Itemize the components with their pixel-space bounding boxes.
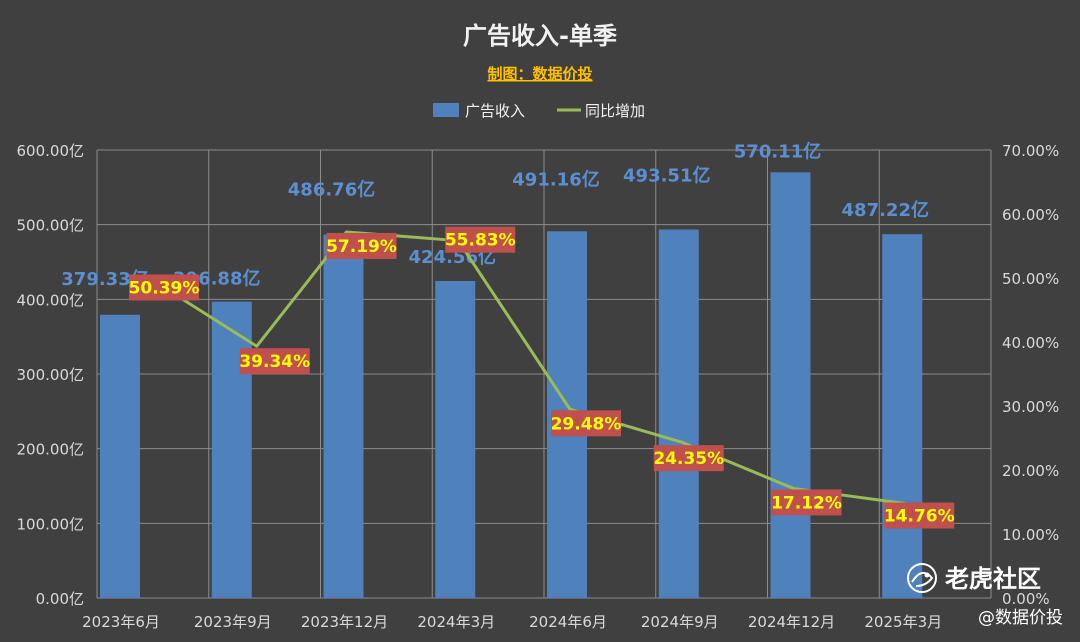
- line-value-box: [771, 489, 842, 516]
- x-tick-label: 2024年6月: [529, 613, 607, 631]
- bar: [211, 301, 252, 598]
- left-tick-label: 400.00亿: [17, 291, 85, 309]
- bar: [770, 172, 811, 598]
- line-value-label: 24.35%: [653, 449, 724, 469]
- bar-value-label: 493.51亿: [623, 165, 710, 187]
- bar: [100, 314, 140, 598]
- line-value-label: 29.48%: [551, 414, 622, 434]
- right-tick-label: 60.00%: [1002, 206, 1059, 224]
- right-tick-label: 10.00%: [1002, 526, 1059, 544]
- left-tick-label: 200.00亿: [17, 441, 85, 459]
- line-value-box: [326, 232, 397, 259]
- right-tick-label: 30.00%: [1002, 398, 1059, 416]
- series-line: [144, 230, 906, 506]
- legend-label-bar: 广告收入: [465, 102, 525, 120]
- left-tick-label: 100.00亿: [17, 515, 85, 533]
- tiger-community-logo-icon: [907, 563, 937, 593]
- bar-series: [100, 172, 923, 599]
- line-value-label: 55.83%: [445, 231, 516, 251]
- bar-value-label: 487.22亿: [842, 199, 929, 221]
- line-value-label: 57.19%: [326, 237, 397, 257]
- bar-value-label: 491.16亿: [512, 168, 599, 190]
- bar: [882, 234, 923, 599]
- watermark-brand: 老虎社区: [945, 565, 1041, 593]
- line-value-box: [129, 274, 199, 301]
- right-tick-label: 50.00%: [1002, 270, 1059, 288]
- bar-value-label: 570.11亿: [734, 140, 821, 162]
- bar: [658, 229, 699, 599]
- left-axis-ticks: 0.00亿 100.00亿 200.00亿 300.00亿 400.00亿 500.00亿…: [17, 142, 85, 608]
- bar: [323, 234, 364, 598]
- left-tick-label: 300.00亿: [17, 366, 85, 384]
- right-tick-label: 20.00%: [1002, 462, 1059, 480]
- line-value-box: [239, 348, 310, 375]
- right-axis-ticks: 0.00% 10.00% 20.00% 30.00% 40.00% 50.00% 60.00…: [1002, 142, 1059, 608]
- x-tick-label: 2024年12月: [748, 613, 835, 631]
- legend: 广告收入 同比增加: [433, 102, 645, 120]
- left-tick-label: 0.00亿: [36, 590, 84, 608]
- watermark-author: @数据价投: [978, 608, 1063, 628]
- right-tick-label: 70.00%: [1002, 142, 1059, 160]
- x-tick-label: 2023年12月: [301, 613, 388, 631]
- line-value-box: [445, 226, 516, 253]
- left-tick-label: 600.00亿: [17, 142, 85, 160]
- bar: [435, 280, 476, 598]
- left-tick-label: 500.00亿: [17, 217, 85, 235]
- line-value-labels: 50.39% 39.34% 57.19% 55.83% 29.48% 24.35% 17.1…: [129, 226, 955, 529]
- line-value-label: 39.34%: [239, 352, 310, 372]
- watermark: 老虎社区 @数据价投: [907, 563, 1063, 628]
- line-value-label: 14.76%: [884, 507, 955, 527]
- line-value-label: 50.39%: [129, 279, 200, 299]
- legend-swatch-bar: [433, 103, 459, 117]
- right-tick-label: 40.00%: [1002, 334, 1059, 352]
- x-tick-label: 2024年3月: [417, 613, 495, 631]
- x-tick-label: 2023年6月: [82, 613, 160, 631]
- line-value-box: [884, 502, 955, 529]
- line-value-box: [653, 445, 724, 472]
- chart-subtitle: 制图：数据价投: [487, 65, 592, 83]
- x-tick-label: 2025年3月: [864, 613, 942, 631]
- x-tick-label: 2024年9月: [641, 613, 719, 631]
- legend-label-line: 同比增加: [585, 102, 645, 120]
- bar-value-label: 486.76亿: [288, 179, 375, 201]
- bar-value-label: 379.33亿: [61, 268, 148, 290]
- right-tick-label: 0.00%: [1002, 590, 1050, 608]
- x-tick-label: 2023年9月: [194, 613, 272, 631]
- line-value-label: 17.12%: [771, 493, 842, 513]
- x-axis-ticks: 2023年6月 2023年9月 2023年12月 2024年3月 2024年6月 2024…: [82, 613, 942, 631]
- chart-title: 广告收入-单季: [463, 22, 617, 50]
- line-value-box: [551, 410, 621, 437]
